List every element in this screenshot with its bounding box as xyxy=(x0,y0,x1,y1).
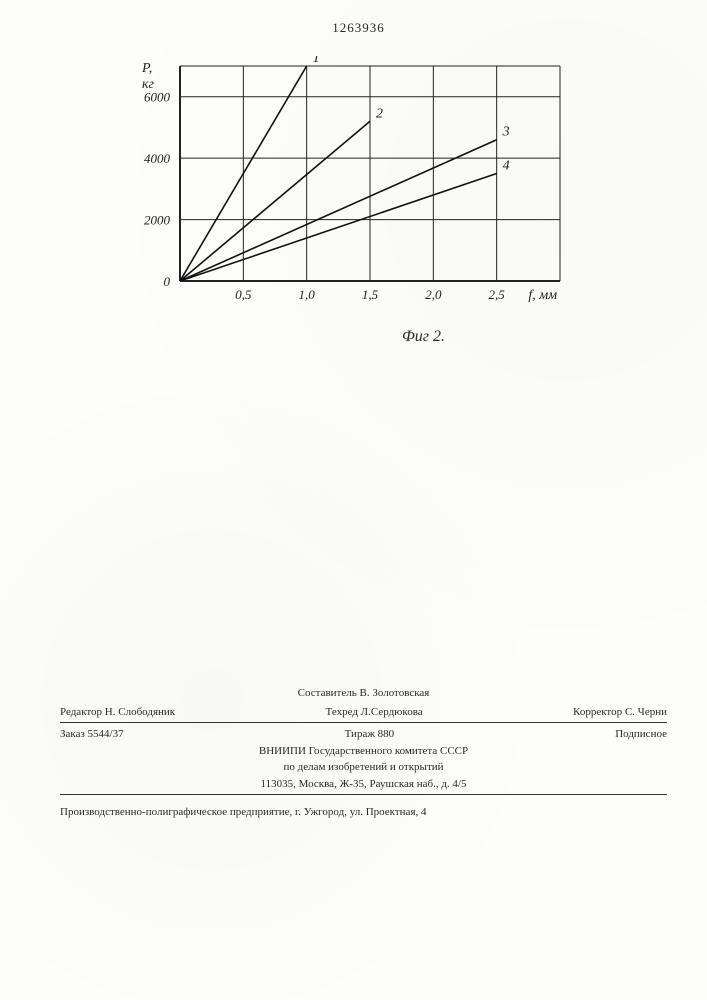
chart-container: 02000400060000,51,01,52,02,5P,кгf, мм123… xyxy=(90,56,657,346)
svg-text:кг: кг xyxy=(142,77,155,92)
page-number: 1263936 xyxy=(60,20,657,36)
svg-text:3: 3 xyxy=(502,125,510,140)
divider xyxy=(60,794,667,795)
svg-text:2,0: 2,0 xyxy=(425,287,442,302)
svg-text:2,5: 2,5 xyxy=(489,287,506,302)
subscription-mark: Подписное xyxy=(615,727,667,742)
svg-text:4: 4 xyxy=(503,159,510,174)
line-chart: 02000400060000,51,01,52,02,5P,кгf, мм123… xyxy=(90,56,610,326)
page: 1263936 02000400060000,51,01,52,02,5P,кг… xyxy=(0,0,707,1000)
svg-text:2000: 2000 xyxy=(144,213,171,228)
compiler-line: Составитель В. Золотовская xyxy=(60,686,667,701)
colophon-block: Составитель В. Золотовская Редактор Н. С… xyxy=(60,684,667,820)
printer-line: Производственно-полиграфическое предприя… xyxy=(60,805,667,820)
org-line-1: ВНИИПИ Государственного комитета СССР xyxy=(60,744,667,759)
svg-text:0: 0 xyxy=(164,274,171,289)
order-row: Заказ 5544/37 Тираж 880 Подписное xyxy=(60,727,667,742)
svg-text:1,0: 1,0 xyxy=(299,287,316,302)
svg-text:4000: 4000 xyxy=(144,151,171,166)
techred-credit: Техред Л.Сердюкова xyxy=(326,705,423,720)
svg-text:f, мм: f, мм xyxy=(528,288,557,303)
svg-text:1,5: 1,5 xyxy=(362,287,379,302)
credits-row: Редактор Н. Слободяник Техред Л.Сердюков… xyxy=(60,705,667,720)
svg-text:2: 2 xyxy=(376,106,383,121)
print-run: Тираж 880 xyxy=(345,727,395,742)
corrector-credit: Корректор С. Черни xyxy=(573,705,667,720)
org-line-2: по делам изобретений и открытий xyxy=(60,760,667,775)
order-number: Заказ 5544/37 xyxy=(60,727,124,742)
svg-text:0,5: 0,5 xyxy=(235,287,252,302)
address-line: 113035, Москва, Ж-35, Раушская наб., д. … xyxy=(60,777,667,792)
svg-text:1: 1 xyxy=(313,56,320,66)
divider xyxy=(60,722,667,723)
svg-text:P,: P, xyxy=(141,61,152,76)
editor-credit: Редактор Н. Слободяник xyxy=(60,705,175,720)
figure-caption: Фиг 2. xyxy=(190,328,657,346)
